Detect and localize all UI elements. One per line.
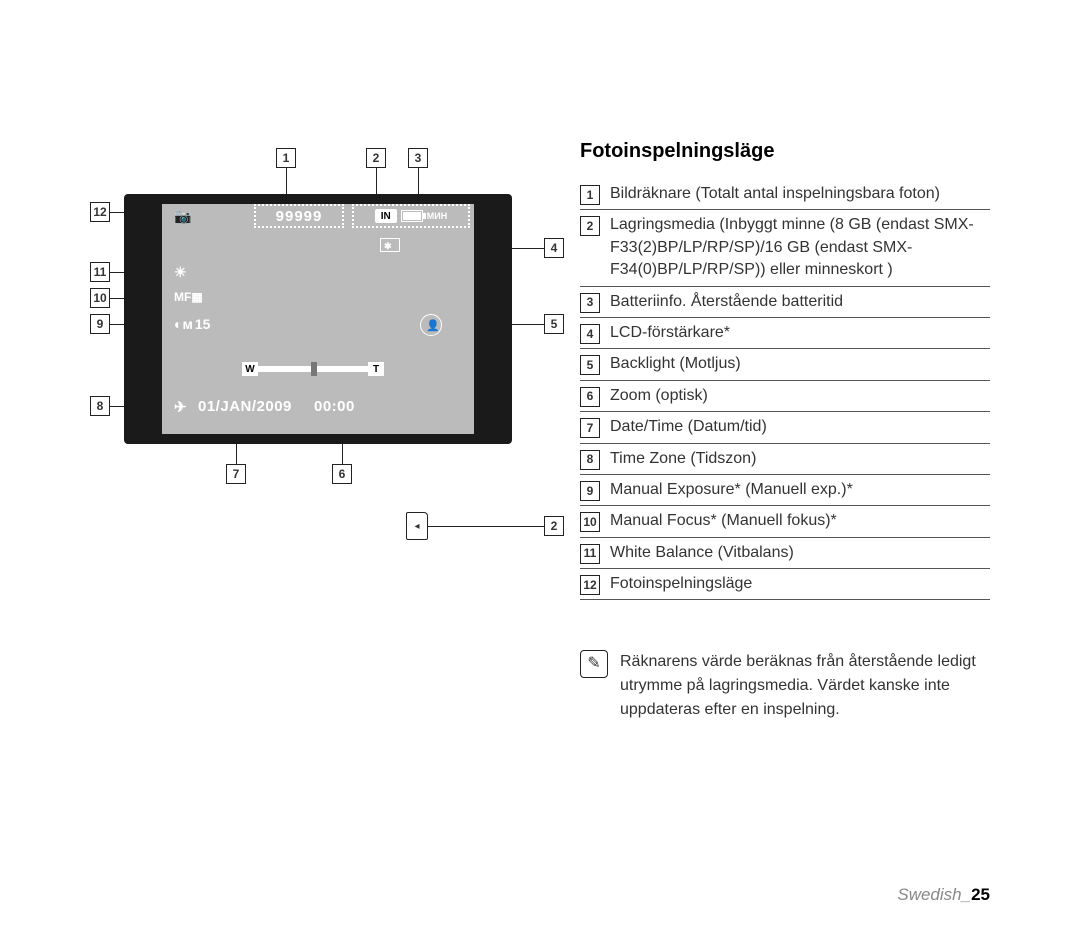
battery-icon [401, 210, 423, 222]
lcd-screen: 📷 99999 IN МИН ✱ ☀ [124, 194, 512, 444]
legend-row: 6 Zoom (optisk) [580, 381, 990, 412]
legend-row: 8 Time Zone (Tidszon) [580, 444, 990, 475]
callout-11: 11 [90, 262, 110, 282]
callout-12: 12 [90, 202, 110, 222]
remaining-time-icon: МИН [427, 212, 447, 221]
legend-table: 1 Bildräknare (Totalt antal inspelningsba… [580, 179, 990, 600]
legend-num: 10 [580, 512, 600, 532]
manual-exposure-block: ◐ᴍ 15 [174, 316, 210, 332]
note-icon: ✎ [580, 650, 608, 678]
manual-page: 1 2 3 12 11 10 9 8 4 5 7 6 ◂ 2 [0, 0, 1080, 933]
note-block: ✎ Räknarens värde beräknas från återståe… [580, 650, 990, 722]
legend-num: 7 [580, 418, 600, 438]
storage-in-badge: IN [375, 209, 397, 223]
exposure-icon: ◐ᴍ [174, 316, 193, 332]
legend-text: White Balance (Vitbalans) [610, 542, 794, 564]
zoom-thumb [311, 362, 317, 376]
legend-num: 12 [580, 575, 600, 595]
legend-num: 5 [580, 355, 600, 375]
legend-text: Batteriinfo. Återstående batteritid [610, 291, 843, 313]
footer-prefix: Swedish_ [897, 885, 971, 904]
legend-text: Fotoinspelningsläge [610, 573, 752, 595]
callout-4: 4 [544, 238, 564, 258]
legend-num: 11 [580, 544, 600, 564]
legend-text: Bildräknare (Totalt antal inspelningsbar… [610, 183, 940, 205]
storage-battery-box: IN МИН [352, 204, 470, 228]
legend-text: Manual Focus* (Manuell fokus)* [610, 510, 837, 532]
callout-10: 10 [90, 288, 110, 308]
callout-1: 1 [276, 148, 296, 168]
legend-text: LCD-förstärkare* [610, 322, 730, 344]
legend-row: 10 Manual Focus* (Manuell fokus)* [580, 506, 990, 537]
zoom-bar: W T [242, 362, 384, 376]
legend-row: 12 Fotoinspelningsläge [580, 569, 990, 600]
legend-text: Zoom (optisk) [610, 385, 708, 407]
legend-num: 8 [580, 450, 600, 470]
zoom-track [258, 366, 368, 372]
callout-7: 7 [226, 464, 246, 484]
legend-text: Manual Exposure* (Manuell exp.)* [610, 479, 853, 501]
photo-mode-icon: 📷 [174, 208, 191, 225]
legend-row: 9 Manual Exposure* (Manuell exp.)* [580, 475, 990, 506]
legend-column: Fotoinspelningsläge 1 Bildräknare (Totalt… [560, 140, 990, 893]
legend-text: Lagringsmedia (Inbyggt minne (8 GB (enda… [610, 214, 990, 281]
legend-row: 3 Batteriinfo. Återstående batteritid [580, 287, 990, 318]
lcd-diagram-area: 1 2 3 12 11 10 9 8 4 5 7 6 ◂ 2 [90, 140, 560, 893]
timezone-icon: ✈ [174, 398, 187, 416]
callout-3: 3 [408, 148, 428, 168]
lead-2b [428, 526, 544, 527]
callout-8: 8 [90, 396, 110, 416]
callout-5: 5 [544, 314, 564, 334]
callout-9: 9 [90, 314, 110, 334]
legend-row: 7 Date/Time (Datum/tid) [580, 412, 990, 443]
white-balance-icon: ☀ [174, 264, 187, 281]
legend-num: 2 [580, 216, 600, 236]
date-value: 01/JAN/2009 [198, 398, 292, 415]
zoom-w-cap: W [242, 362, 258, 376]
page-footer: Swedish_25 [897, 885, 990, 905]
legend-text: Time Zone (Tidszon) [610, 448, 756, 470]
exposure-value: 15 [195, 316, 211, 332]
legend-row: 1 Bildräknare (Totalt antal inspelningsba… [580, 179, 990, 210]
zoom-t-cap: T [368, 362, 384, 376]
section-title: Fotoinspelningsläge [580, 140, 990, 163]
backlight-icon: 👤 [420, 314, 442, 339]
callout-6: 6 [332, 464, 352, 484]
legend-row: 5 Backlight (Motljus) [580, 349, 990, 380]
callout-2: 2 [366, 148, 386, 168]
legend-text: Date/Time (Datum/tid) [610, 416, 767, 438]
legend-num: 6 [580, 387, 600, 407]
legend-row: 2 Lagringsmedia (Inbyggt minne (8 GB (end… [580, 210, 990, 286]
legend-num: 9 [580, 481, 600, 501]
sd-card-icon: ◂ [406, 512, 428, 540]
legend-row: 11 White Balance (Vitbalans) [580, 538, 990, 569]
lcd-enhancer-icon: ✱ [380, 238, 400, 255]
time-value: 00:00 [314, 398, 355, 415]
image-counter: 99999 [254, 204, 344, 228]
legend-num: 4 [580, 324, 600, 344]
legend-row: 4 LCD-förstärkare* [580, 318, 990, 349]
note-text: Räknarens värde beräknas från återståend… [620, 650, 990, 722]
callout-2b: 2 [544, 516, 564, 536]
legend-num: 3 [580, 293, 600, 313]
footer-page: 25 [971, 885, 990, 904]
legend-num: 1 [580, 185, 600, 205]
manual-focus-icon: MF▦ [174, 290, 203, 304]
legend-text: Backlight (Motljus) [610, 353, 741, 375]
